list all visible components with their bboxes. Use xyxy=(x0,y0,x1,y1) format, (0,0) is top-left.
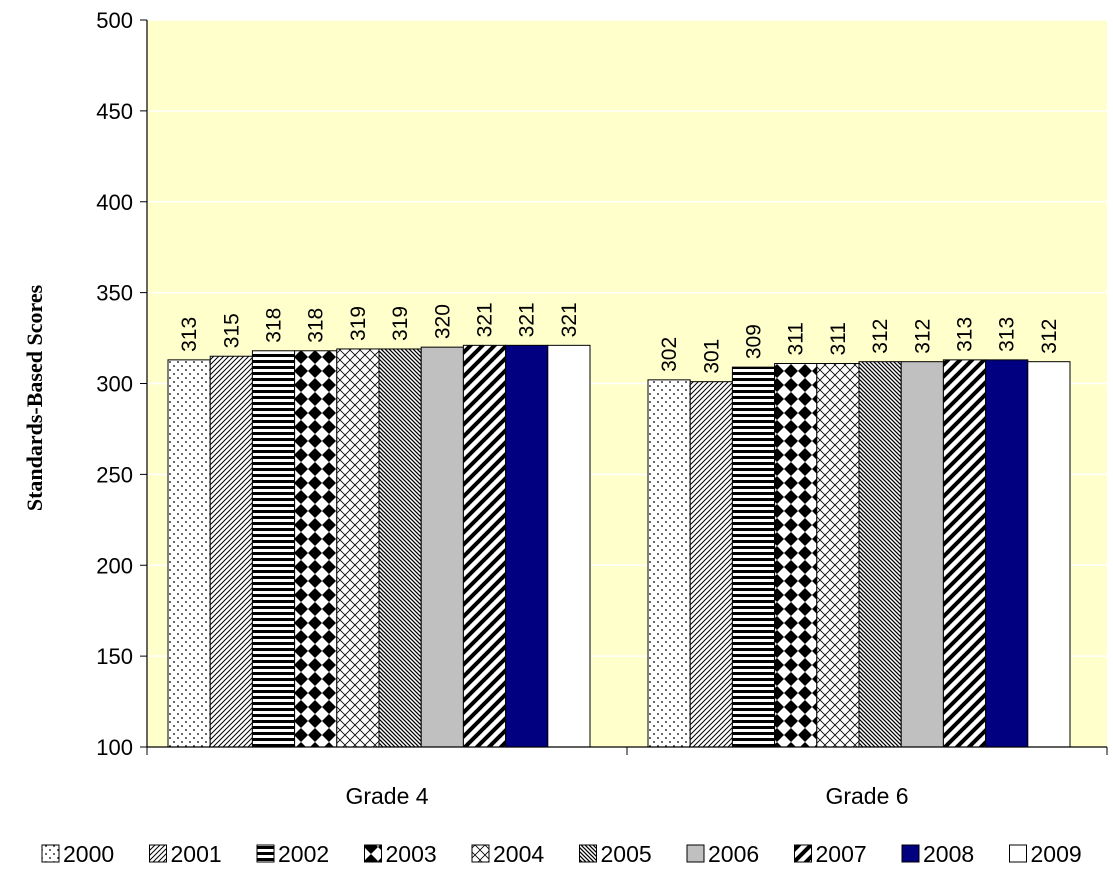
legend-label: 2004 xyxy=(493,841,544,867)
legend-label: 2005 xyxy=(601,841,652,867)
data-label: 321 xyxy=(516,302,539,337)
data-label: 302 xyxy=(658,337,681,372)
bar-2000-grade-4 xyxy=(167,359,211,748)
legend-label: 2003 xyxy=(386,841,437,867)
bar-2009-grade-6 xyxy=(1027,361,1071,748)
data-label: 301 xyxy=(700,339,723,374)
bar-2008-grade-4 xyxy=(505,344,549,748)
data-label: 321 xyxy=(558,302,581,337)
legend-swatch xyxy=(686,844,705,863)
bar-2000-grade-6 xyxy=(647,379,691,748)
data-label: 313 xyxy=(996,317,1019,352)
legend-label: 2007 xyxy=(816,841,867,867)
data-label: 315 xyxy=(220,313,243,348)
data-labels: 313 315 318 318 319 319 320 321 321 321 302 301 309 3… xyxy=(178,302,1061,373)
x-axis-categories: Grade 4 Grade 6 xyxy=(345,783,908,809)
data-label: 313 xyxy=(178,317,201,352)
y-tick-label: 200 xyxy=(96,553,133,578)
x-category-label: Grade 6 xyxy=(825,783,908,809)
bars xyxy=(167,344,1071,748)
bar-2004-grade-4 xyxy=(336,348,380,748)
data-label: 318 xyxy=(263,308,286,343)
y-axis-label: Standards-Based Scores xyxy=(22,284,47,511)
legend-swatch xyxy=(256,844,275,863)
legend-swatch xyxy=(364,844,382,863)
y-axis-ticks: 100 150 200 250 300 350 400 450 500 xyxy=(96,8,147,760)
y-tick-label: 350 xyxy=(96,281,133,306)
legend-swatch xyxy=(579,844,597,863)
bar-2007-grade-4 xyxy=(462,344,507,748)
bar-2006-grade-4 xyxy=(420,346,464,748)
bar-2001-grade-4 xyxy=(209,355,253,748)
legend-swatch xyxy=(471,844,490,863)
bar-2006-grade-6 xyxy=(900,361,944,748)
data-label: 311 xyxy=(827,322,850,355)
data-label: 319 xyxy=(347,306,370,341)
legend-swatch xyxy=(1009,844,1027,863)
legend-swatch xyxy=(149,844,167,863)
data-label: 321 xyxy=(474,302,497,337)
y-tick-label: 500 xyxy=(96,8,133,33)
data-label: 313 xyxy=(954,317,977,352)
bar-2007-grade-6 xyxy=(942,359,987,748)
data-label: 312 xyxy=(911,319,934,354)
legend-swatch xyxy=(901,844,920,863)
data-label: 319 xyxy=(389,306,412,341)
bar-2002-grade-6 xyxy=(731,366,776,748)
bar-2005-grade-6 xyxy=(858,361,902,748)
bar-2004-grade-6 xyxy=(816,363,860,748)
legend-label: 2000 xyxy=(63,841,114,867)
bar-2002-grade-4 xyxy=(251,350,296,748)
y-tick-label: 300 xyxy=(96,372,133,397)
bar-2003-grade-4 xyxy=(294,350,338,748)
data-label: 309 xyxy=(743,324,766,359)
bar-2005-grade-4 xyxy=(378,348,422,748)
y-tick-label: 150 xyxy=(96,644,133,669)
data-label: 311 xyxy=(785,322,808,355)
data-label: 318 xyxy=(305,308,328,343)
bar-2009-grade-4 xyxy=(547,344,591,748)
legend-swatch xyxy=(41,844,60,863)
data-label: 312 xyxy=(869,319,892,354)
data-label: 320 xyxy=(431,304,454,339)
y-tick-label: 400 xyxy=(96,190,133,215)
y-tick-label: 250 xyxy=(96,462,133,487)
legend-label: 2008 xyxy=(923,841,974,867)
x-category-label: Grade 4 xyxy=(345,783,428,809)
y-tick-label: 450 xyxy=(96,99,133,124)
legend-label: 2001 xyxy=(171,841,222,867)
legend-label: 2006 xyxy=(708,841,759,867)
data-label: 312 xyxy=(1038,319,1061,354)
bar-2008-grade-6 xyxy=(985,359,1029,748)
bar-2001-grade-6 xyxy=(689,381,733,748)
y-tick-label: 100 xyxy=(96,735,133,760)
legend-label: 2009 xyxy=(1031,841,1082,867)
bar-2003-grade-6 xyxy=(774,363,818,748)
legend-swatch xyxy=(794,844,812,863)
legend: 2000 2001 2002 2003 2004 2005 2006 2007 2008 2009 xyxy=(41,841,1082,867)
legend-label: 2002 xyxy=(278,841,329,867)
